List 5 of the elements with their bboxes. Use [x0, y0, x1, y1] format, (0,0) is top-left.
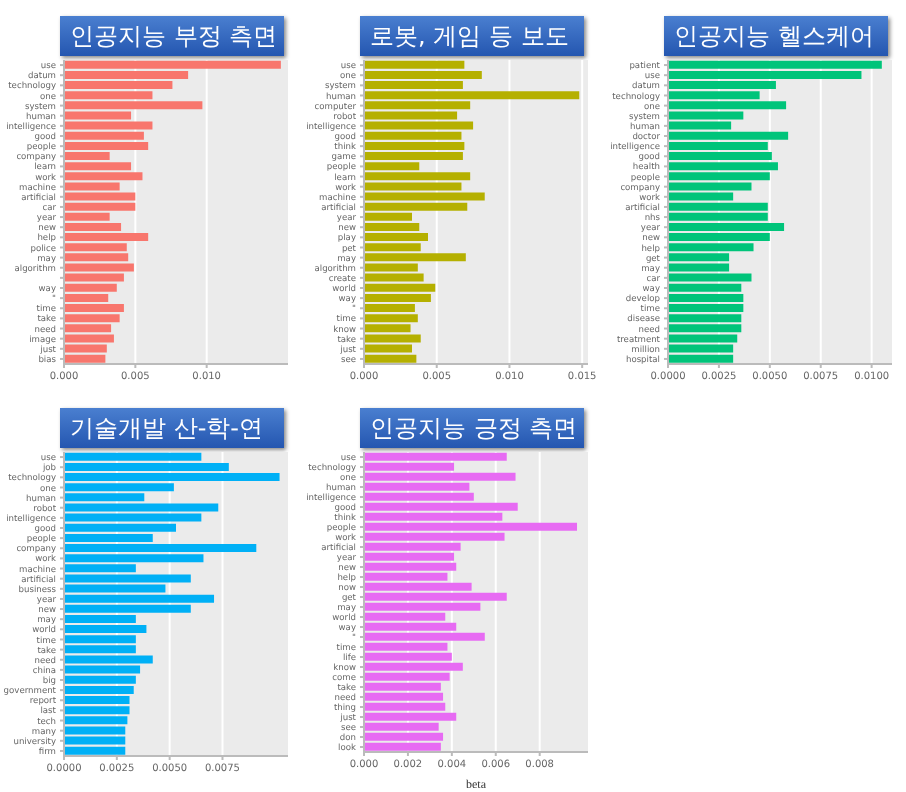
chart-title: 인공지능 헬스케어 [664, 16, 888, 56]
chart-title: 인공지능 부정 측면 [60, 16, 284, 56]
chart-title: 기술개발 산-학-연 [60, 408, 284, 448]
chart-title: 로봇, 게임 등 보도 [360, 16, 584, 56]
chart-title: 인공지능 긍정 측면 [360, 408, 584, 448]
